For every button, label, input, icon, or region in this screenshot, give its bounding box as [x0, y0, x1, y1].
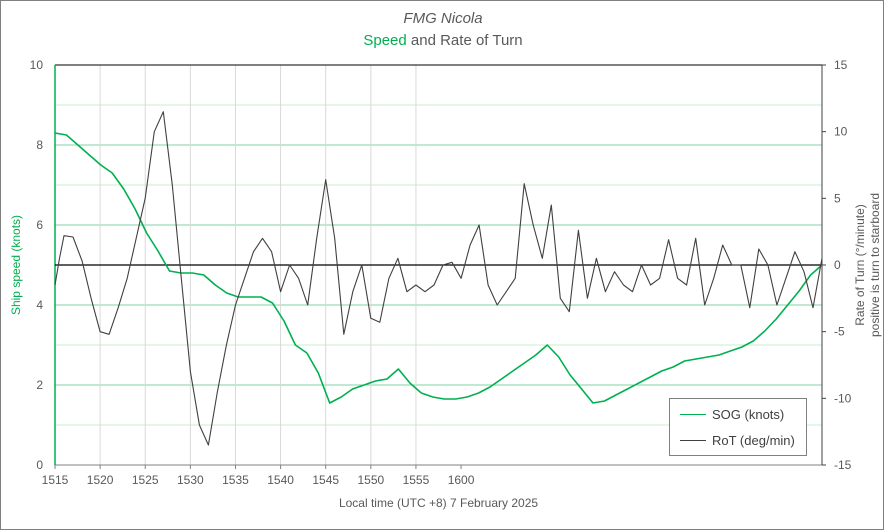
chart-subtitle: Speed and Rate of Turn [0, 32, 886, 49]
y-right-tick-label: 10 [834, 125, 848, 139]
legend-swatch-rot [680, 440, 706, 441]
legend-label-rot: RoT (deg/min) [712, 433, 795, 448]
y-right-axis-title-line: positive is turn to starboard [868, 193, 882, 337]
x-tick-label: 1600 [448, 473, 475, 487]
y-left-tick-label: 2 [36, 378, 43, 392]
subtitle-speed-word: Speed [363, 32, 407, 49]
legend-item-rot: RoT (deg/min) [680, 433, 795, 448]
y-left-tick-label: 10 [30, 58, 44, 72]
x-axis-title: Local time (UTC +8) 7 February 2025 [339, 496, 538, 510]
y-left-tick-label: 6 [36, 218, 43, 232]
y-left-tick-label: 4 [36, 298, 43, 312]
x-tick-label: 1540 [267, 473, 294, 487]
y-right-tick-label: -10 [834, 391, 852, 405]
x-tick-label: 1535 [222, 473, 249, 487]
y-right-tick-label: -5 [834, 325, 845, 339]
subtitle-rest: and Rate of Turn [406, 32, 523, 49]
chart-legend: SOG (knots) RoT (deg/min) [669, 398, 807, 456]
legend-label-sog: SOG (knots) [712, 407, 785, 422]
y-right-tick-label: -15 [834, 458, 852, 472]
x-tick-label: 1520 [87, 473, 114, 487]
y-left-tick-label: 8 [36, 138, 43, 152]
x-tick-label: 1545 [312, 473, 339, 487]
legend-swatch-sog [680, 414, 706, 415]
chart-title: FMG Nicola [403, 10, 483, 27]
x-tick-label: 1555 [403, 473, 430, 487]
x-tick-label: 1550 [357, 473, 384, 487]
x-tick-label: 1515 [42, 473, 69, 487]
y-right-tick-label: 0 [834, 258, 841, 272]
y-right-tick-label: 5 [834, 191, 841, 205]
y-left-tick-label: 0 [36, 458, 43, 472]
x-tick-label: 1530 [177, 473, 204, 487]
y-right-axis-title-line: Rate of Turn (°/minute) [853, 204, 867, 326]
x-tick-label: 1525 [132, 473, 159, 487]
y-left-axis-title: Ship speed (knots) [9, 215, 23, 315]
sog-series-line [54, 132, 823, 404]
rot-series-line [54, 111, 823, 446]
y-right-tick-label: 15 [834, 58, 848, 72]
legend-item-sog: SOG (knots) [680, 407, 784, 422]
